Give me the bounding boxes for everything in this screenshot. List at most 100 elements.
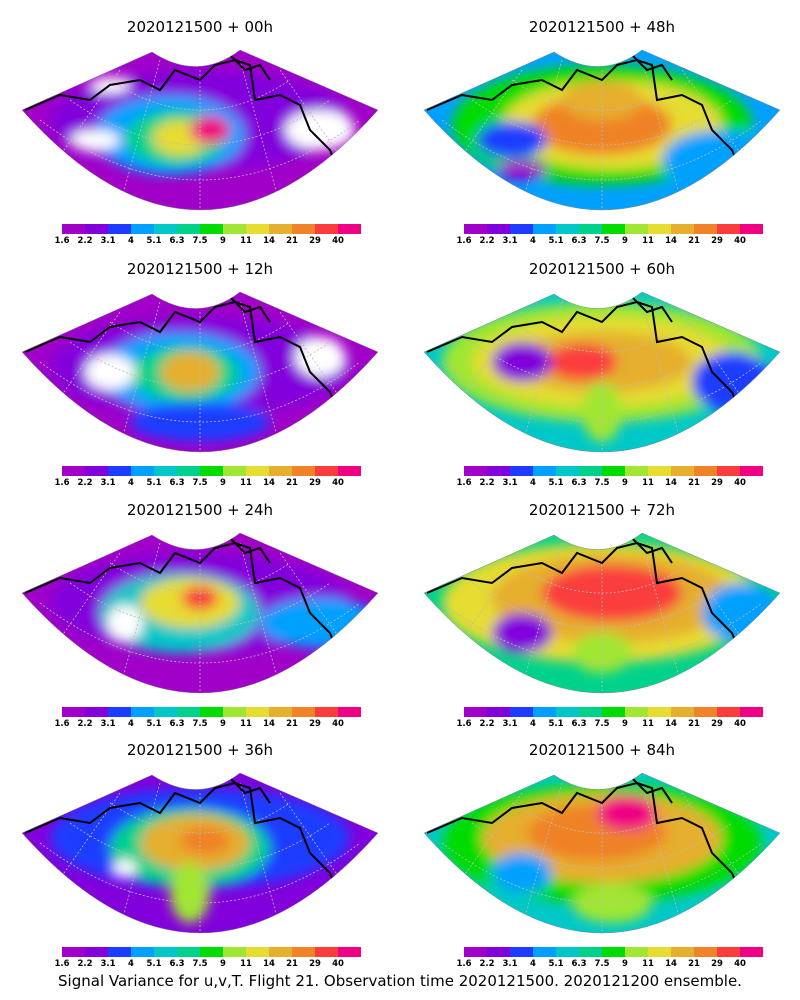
contour-region [180,827,230,855]
colorbar-tick-label: 2.2 [77,236,93,246]
colorbar-tick-label: 6.3 [571,478,587,488]
contour-region [692,352,772,412]
map-border [21,291,379,453]
map-border [423,772,781,934]
graticule [39,542,361,693]
colorbar-swatch [556,947,579,957]
forecast-panel: 2020121500 + 60h 1.6 2.2 3.1 4 5.1 6.3 7.5 9 11 14… [402,252,800,492]
panel-title: 2020121500 + 84h [528,741,676,759]
colorbar-tick-label: 14 [665,719,677,729]
colorbar-swatch [269,947,292,957]
colorbar-tick-label: 11 [642,959,654,969]
contour-region [542,565,682,621]
colorbar-tick-label: 40 [734,959,746,969]
colorbar-swatch [602,707,625,717]
colorbar-swatch [694,466,717,476]
colorbar [464,466,763,476]
contour-region [160,352,220,392]
colorbar-tick-label: 9 [220,959,226,969]
colorbar-tick-label: 7.5 [192,478,208,488]
colorbar-swatch [694,224,717,234]
colorbar-tick-label: 4 [128,959,134,969]
variance-map [21,49,379,211]
colorbar-swatch [292,224,315,234]
coastline [24,58,346,201]
colorbar-swatch [315,466,338,476]
colorbar-labels: 1.6 2.2 3.1 4 5.1 6.3 7.5 9 11 14 21 29 40 [54,236,361,246]
colorbar-swatch [338,224,361,234]
colorbar-tick-label: 3.1 [100,959,116,969]
colorbar-tick-label: 40 [332,959,344,969]
coastline [24,781,346,924]
colorbar-tick-label: 21 [286,959,298,969]
colorbar-tick-label: 40 [332,478,344,488]
colorbar-swatch [533,947,556,957]
colorbar-tick-label: 21 [688,236,700,246]
colorbar-swatch [602,224,625,234]
colorbar-tick-label: 11 [240,478,252,488]
panel-title: 2020121500 + 24h [126,501,274,519]
colorbar-tick-label: 1.6 [456,959,472,969]
colorbar-swatch [648,707,671,717]
coastline [426,58,748,201]
variance-map [21,291,379,453]
colorbar-swatch [85,707,108,717]
colorbar-tick-label: 1.6 [456,719,472,729]
coastline [426,300,748,443]
figure-caption: Signal Variance for u,v,T. Flight 21. Ob… [58,972,742,990]
colorbar-tick-label: 3.1 [502,236,518,246]
colorbar-labels: 1.6 2.2 3.1 4 5.1 6.3 7.5 9 11 14 21 29 40 [456,719,763,729]
colorbar-tick-label: 2.2 [479,959,495,969]
map-border [423,532,781,694]
forecast-panel: 2020121500 + 48h 1.6 2.2 3.1 4 5.1 6.3 7.5 9 11 14… [402,10,800,250]
colorbar-tick-label: 14 [665,478,677,488]
coastline [426,541,748,684]
colorbar-swatch [269,707,292,717]
colorbar-swatch [648,224,671,234]
colorbar-tick-label: 3.1 [100,719,116,729]
colorbar-tick-label: 1.6 [456,478,472,488]
forecast-panel: 2020121500 + 72h 1.6 2.2 3.1 4 5.1 6.3 7.5 9 11 14… [402,493,800,733]
colorbar-swatch [85,947,108,957]
colorbar-swatch [510,707,533,717]
colorbar-tick-label: 2.2 [77,478,93,488]
colorbar-swatch [579,707,602,717]
colorbar-swatch [223,224,246,234]
contour-region [295,337,345,377]
colorbar-tick-label: 21 [286,719,298,729]
colorbar-swatch [246,466,269,476]
colorbar-swatch [131,224,154,234]
colorbar-swatch [108,224,131,234]
colorbar-swatch [487,947,510,957]
variance-map [423,49,781,211]
colorbar-tick-label: 1.6 [456,236,472,246]
variance-map [21,772,379,934]
colorbar-tick-label: 1.6 [54,719,70,729]
colorbar-swatch [338,947,361,957]
colorbar-tick-label: 9 [220,719,226,729]
colorbar-tick-label: 14 [665,236,677,246]
colorbar-tick-label: 7.5 [594,236,610,246]
colorbar-labels: 1.6 2.2 3.1 4 5.1 6.3 7.5 9 11 14 21 29 40 [456,478,763,488]
colorbar-swatch [487,466,510,476]
colorbar-swatch [694,947,717,957]
colorbar-tick-label: 9 [622,478,628,488]
colorbar-swatch [292,947,315,957]
colorbar-swatch [154,707,177,717]
colorbar-swatch [338,707,361,717]
colorbar-swatch [338,466,361,476]
contour-region [107,605,143,641]
colorbar-tick-label: 6.3 [169,719,185,729]
colorbar-tick-label: 21 [688,478,700,488]
colorbar-tick-label: 6.3 [169,959,185,969]
colorbar-tick-label: 5.1 [146,719,162,729]
contour-region [170,863,210,923]
colorbar-swatch [694,707,717,717]
colorbar-swatch [625,707,648,717]
colorbar-tick-label: 4 [530,236,536,246]
colorbar-tick-label: 9 [220,478,226,488]
colorbar-swatch [177,466,200,476]
colorbar-swatch [62,466,85,476]
colorbar-swatch [154,947,177,957]
contour-region [497,160,547,180]
